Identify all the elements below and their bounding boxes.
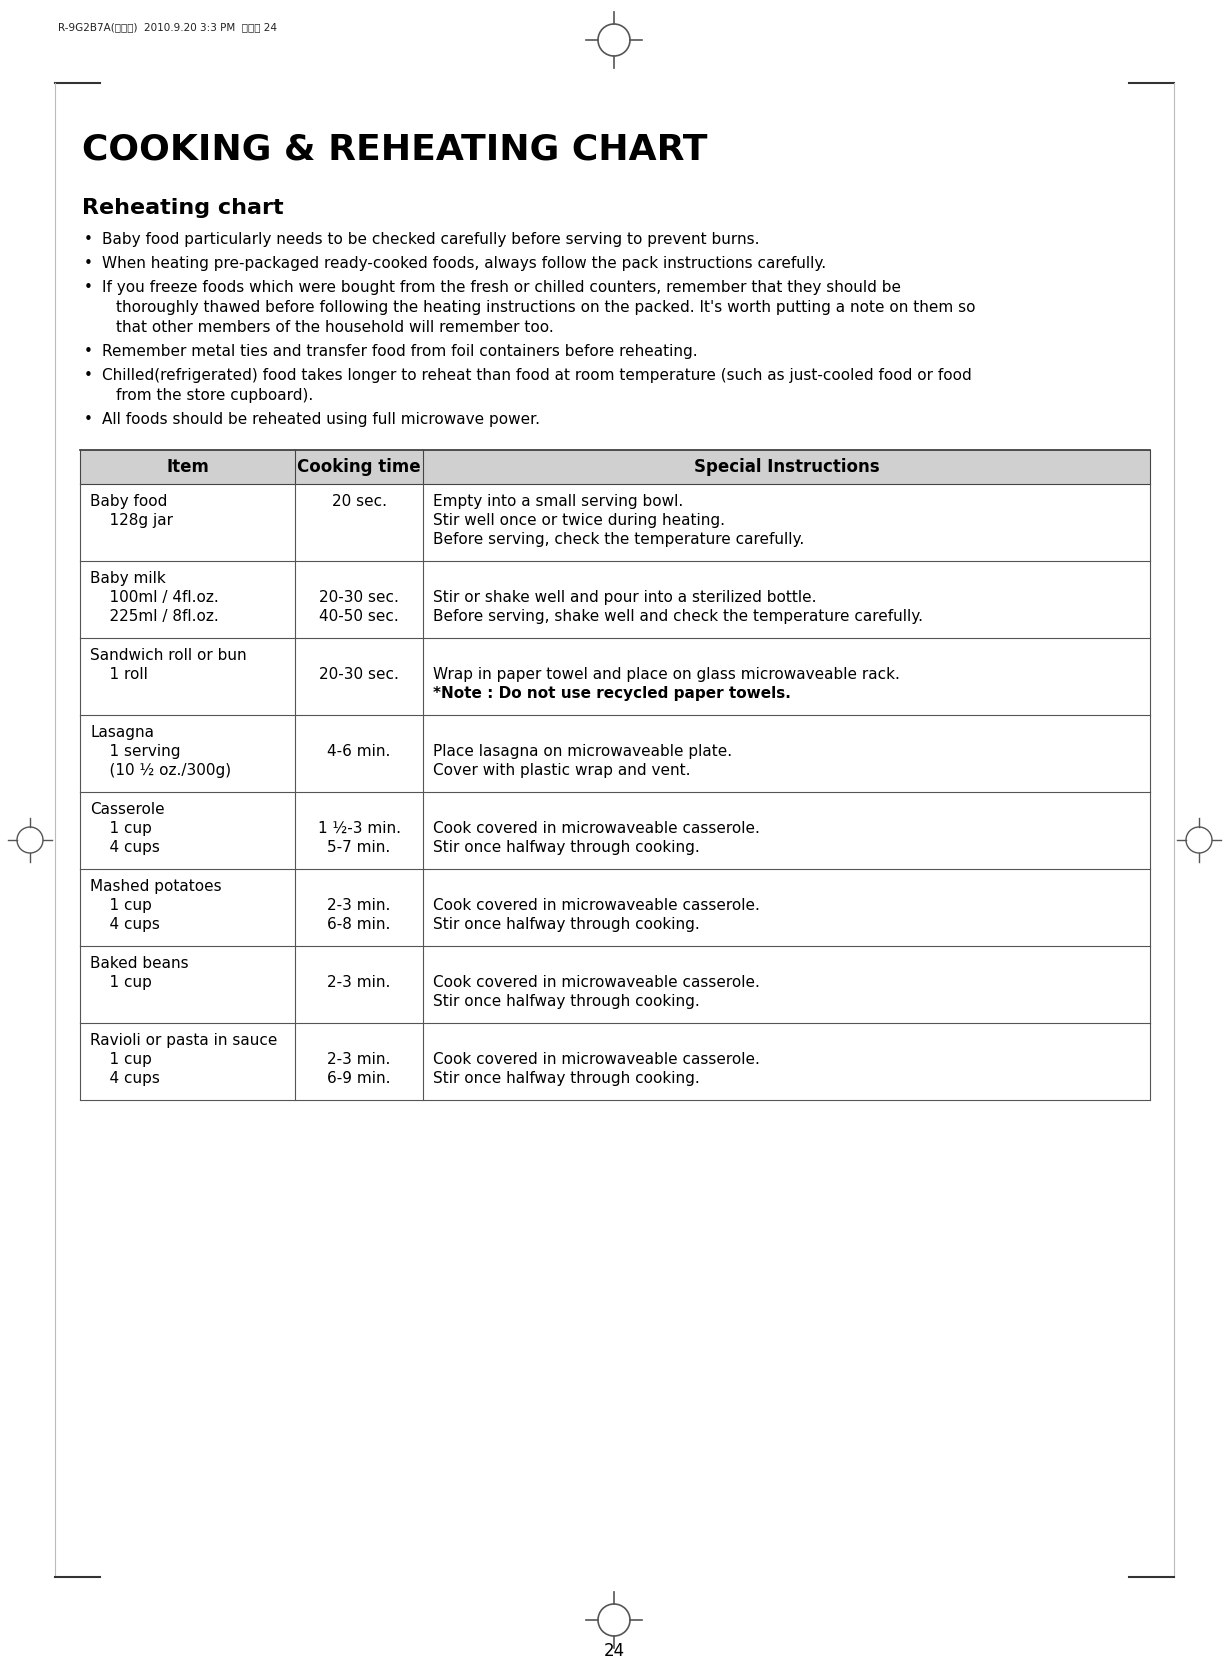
Text: •: • xyxy=(84,281,93,295)
Text: Stir once halfway through cooking.: Stir once halfway through cooking. xyxy=(433,994,699,1009)
Text: •: • xyxy=(84,344,93,359)
Text: 5-7 min.: 5-7 min. xyxy=(327,840,391,855)
Text: 6-9 min.: 6-9 min. xyxy=(327,1071,391,1086)
Text: 20-30 sec.: 20-30 sec. xyxy=(320,589,399,604)
Text: Reheating chart: Reheating chart xyxy=(82,198,284,217)
Text: •: • xyxy=(84,232,93,247)
Text: 1 cup: 1 cup xyxy=(90,898,152,913)
Text: 1 roll: 1 roll xyxy=(90,667,147,682)
Text: Chilled(refrigerated) food takes longer to reheat than food at room temperature : Chilled(refrigerated) food takes longer … xyxy=(102,369,972,383)
Text: COOKING & REHEATING CHART: COOKING & REHEATING CHART xyxy=(82,133,708,168)
Text: that other members of the household will remember too.: that other members of the household will… xyxy=(116,320,554,335)
Text: Stir once halfway through cooking.: Stir once halfway through cooking. xyxy=(433,1071,699,1086)
Text: Stir once halfway through cooking.: Stir once halfway through cooking. xyxy=(433,916,699,931)
Text: Place lasagna on microwaveable plate.: Place lasagna on microwaveable plate. xyxy=(433,744,732,759)
Text: thoroughly thawed before following the heating instructions on the packed. It's : thoroughly thawed before following the h… xyxy=(116,300,976,315)
Text: 6-8 min.: 6-8 min. xyxy=(327,916,391,931)
Text: Special Instructions: Special Instructions xyxy=(693,458,879,476)
Text: Cook covered in microwaveable casserole.: Cook covered in microwaveable casserole. xyxy=(433,822,760,837)
Text: *Note : Do not use recycled paper towels.: *Note : Do not use recycled paper towels… xyxy=(433,686,791,701)
Text: Baked beans: Baked beans xyxy=(90,956,188,971)
Text: If you freeze foods which were bought from the fresh or chilled counters, rememb: If you freeze foods which were bought fr… xyxy=(102,281,901,295)
Text: 1 cup: 1 cup xyxy=(90,974,152,989)
Text: 20-30 sec.: 20-30 sec. xyxy=(320,667,399,682)
Text: Mashed potatoes: Mashed potatoes xyxy=(90,880,221,895)
Text: •: • xyxy=(84,256,93,271)
Text: Cover with plastic wrap and vent.: Cover with plastic wrap and vent. xyxy=(433,764,691,779)
Text: Ravioli or pasta in sauce: Ravioli or pasta in sauce xyxy=(90,1033,278,1047)
Text: Cook covered in microwaveable casserole.: Cook covered in microwaveable casserole. xyxy=(433,1052,760,1067)
Text: Cook covered in microwaveable casserole.: Cook covered in microwaveable casserole. xyxy=(433,898,760,913)
Text: 40-50 sec.: 40-50 sec. xyxy=(320,609,399,624)
Text: 1 serving: 1 serving xyxy=(90,744,181,759)
Text: •: • xyxy=(84,369,93,383)
Text: 4 cups: 4 cups xyxy=(90,840,160,855)
Bar xyxy=(80,450,1150,485)
Text: Lasagna: Lasagna xyxy=(90,725,154,740)
Text: from the store cupboard).: from the store cupboard). xyxy=(116,388,313,403)
Text: 100ml / 4fl.oz.: 100ml / 4fl.oz. xyxy=(90,589,219,604)
Text: Wrap in paper towel and place on glass microwaveable rack.: Wrap in paper towel and place on glass m… xyxy=(433,667,900,682)
Text: 1 cup: 1 cup xyxy=(90,1052,152,1067)
Text: Stir well once or twice during heating.: Stir well once or twice during heating. xyxy=(433,513,725,528)
Text: R-9G2B7A(영기본)  2010.9.20 3:3 PM  페이지 24: R-9G2B7A(영기본) 2010.9.20 3:3 PM 페이지 24 xyxy=(58,22,277,32)
Text: Cooking time: Cooking time xyxy=(297,458,420,476)
Text: Remember metal ties and transfer food from foil containers before reheating.: Remember metal ties and transfer food fr… xyxy=(102,344,698,359)
Text: Baby milk: Baby milk xyxy=(90,571,166,586)
Text: 2-3 min.: 2-3 min. xyxy=(327,1052,391,1067)
Text: Before serving, shake well and check the temperature carefully.: Before serving, shake well and check the… xyxy=(433,609,923,624)
Text: Baby food particularly needs to be checked carefully before serving to prevent b: Baby food particularly needs to be check… xyxy=(102,232,760,247)
Text: 2-3 min.: 2-3 min. xyxy=(327,898,391,913)
Text: Before serving, check the temperature carefully.: Before serving, check the temperature ca… xyxy=(433,531,804,548)
Text: Casserole: Casserole xyxy=(90,802,165,817)
Text: Sandwich roll or bun: Sandwich roll or bun xyxy=(90,647,247,662)
Text: •: • xyxy=(84,412,93,427)
Text: When heating pre-packaged ready-cooked foods, always follow the pack instruction: When heating pre-packaged ready-cooked f… xyxy=(102,256,826,271)
Text: 1 cup: 1 cup xyxy=(90,822,152,837)
Text: 24: 24 xyxy=(603,1642,624,1660)
Text: Stir once halfway through cooking.: Stir once halfway through cooking. xyxy=(433,840,699,855)
Text: 2-3 min.: 2-3 min. xyxy=(327,974,391,989)
Text: 4 cups: 4 cups xyxy=(90,916,160,931)
Text: Cook covered in microwaveable casserole.: Cook covered in microwaveable casserole. xyxy=(433,974,760,989)
Text: 128g jar: 128g jar xyxy=(90,513,173,528)
Text: Empty into a small serving bowl.: Empty into a small serving bowl. xyxy=(433,495,683,510)
Text: 20 sec.: 20 sec. xyxy=(332,495,386,510)
Text: All foods should be reheated using full microwave power.: All foods should be reheated using full … xyxy=(102,412,540,427)
Text: (10 ½ oz./300g): (10 ½ oz./300g) xyxy=(90,764,231,779)
Text: Stir or shake well and pour into a sterilized bottle.: Stir or shake well and pour into a steri… xyxy=(433,589,816,604)
Text: 225ml / 8fl.oz.: 225ml / 8fl.oz. xyxy=(90,609,219,624)
Text: Baby food: Baby food xyxy=(90,495,167,510)
Text: 4 cups: 4 cups xyxy=(90,1071,160,1086)
Text: 4-6 min.: 4-6 min. xyxy=(327,744,391,759)
Text: Item: Item xyxy=(166,458,209,476)
Text: 1 ½-3 min.: 1 ½-3 min. xyxy=(317,822,401,837)
